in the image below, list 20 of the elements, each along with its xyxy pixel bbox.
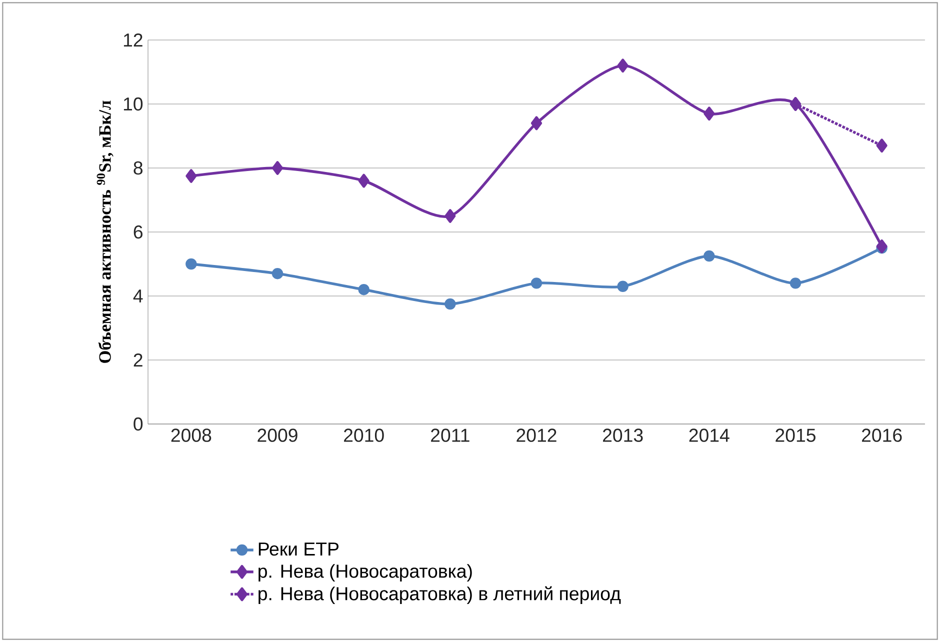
x-tick-label: 2009 (258, 428, 298, 442)
y-tick-label: 2 (134, 353, 142, 367)
x-tick-label: 2010 (344, 428, 384, 442)
x-tick-label: 2016 (862, 428, 902, 442)
x-tick-label: 2011 (431, 428, 470, 442)
legend-label: р. Нева (Новосаратовка) (258, 564, 472, 582)
x-tick-label: 2015 (776, 428, 816, 442)
x-tick-label: 2012 (516, 428, 556, 442)
legend-label: р. Нева (Новосаратовка) в летний период (258, 586, 621, 604)
y-tick-label: 6 (134, 225, 142, 239)
y-tick-label: 8 (134, 161, 142, 175)
y-tick-label: 0 (134, 417, 143, 431)
legend-label: Реки ЕТР (258, 542, 338, 556)
x-tick-label: 2008 (171, 428, 212, 442)
y-tick-label: 4 (133, 290, 143, 302)
y-axis-title: Объемная активность $^{90}$Sr, мБк/л (96, 100, 114, 363)
x-tick-label: 2013 (603, 428, 643, 442)
y-tick-label: 12 (124, 33, 142, 47)
x-tick-label: 2014 (689, 428, 730, 442)
y-tick-label: 10 (124, 97, 143, 111)
